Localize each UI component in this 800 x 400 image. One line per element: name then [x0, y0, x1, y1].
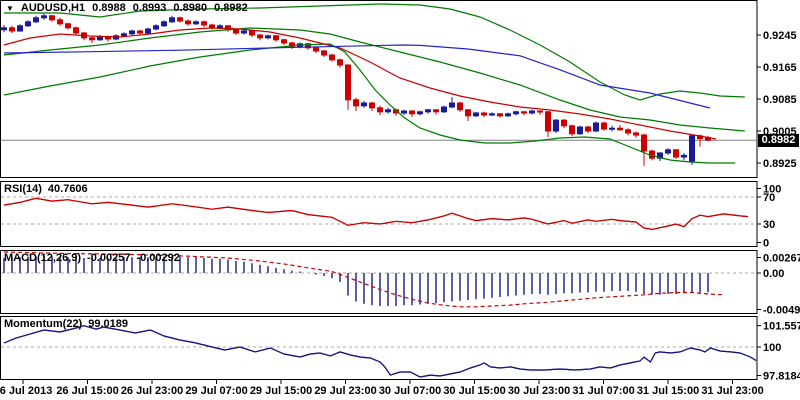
momentum-indicator-label: Momentum(22) 99.0189	[4, 318, 128, 330]
main-axis-label: 0.9165	[763, 62, 797, 74]
macd-name: MACD(12,26,9)	[4, 252, 82, 264]
time-axis-label: 26 Jul 2013	[0, 385, 52, 397]
macd-value: -0.00257	[87, 252, 131, 264]
macd-histogram	[3, 255, 709, 306]
time-axis-label: 26 Jul 23:00	[121, 385, 183, 397]
momentum-line	[3, 325, 757, 378]
overlay-ma-lines	[3, 3, 745, 164]
time-axis-label: 30 Jul 07:00	[379, 385, 441, 397]
momentum-axis-label: 97.8184	[763, 371, 800, 383]
rsi-name: RSI(14)	[4, 183, 42, 195]
time-axis-label: 29 Jul 23:00	[314, 385, 376, 397]
chart-title-bar: ▼ AUDUSD,H1 0.8988 0.8993 0.8980 0.8982	[6, 2, 248, 14]
macd-axis-label: -0.0049	[763, 305, 800, 317]
time-axis-label: 30 Jul 15:00	[443, 385, 505, 397]
macd-axis-label: 0.00267	[763, 253, 800, 265]
rsi-axis-label: 0	[763, 238, 769, 250]
time-axis-label: 31 Jul 07:00	[572, 385, 634, 397]
rsi-axis-label: 70	[763, 192, 775, 204]
time-axis-label: 29 Jul 07:00	[185, 385, 247, 397]
time-axis-label: 26 Jul 15:00	[56, 385, 118, 397]
time-axis-label: 31 Jul 23:00	[701, 385, 763, 397]
main-axis-label: 0.9085	[763, 94, 797, 106]
momentum-name: Momentum(22)	[4, 318, 83, 330]
rsi-axis-label: 30	[763, 219, 775, 231]
macd-indicator-label: MACD(12,26,9) -0.00257 -0.00292	[4, 252, 180, 264]
rsi-axis-label: 100	[763, 184, 781, 196]
rsi-value: 40.7606	[47, 183, 88, 195]
ohlc-low: 0.8980	[173, 2, 208, 14]
macd-axis-label: 0.00	[763, 268, 784, 280]
main-axis-label: 0.9245	[763, 30, 797, 42]
current-price-tag: 0.8982	[758, 134, 799, 147]
time-axis-label: 31 Jul 15:00	[637, 385, 699, 397]
panel-frames	[0, 0, 758, 380]
momentum-axis-label: 100	[763, 342, 781, 354]
candles-layer	[1, 13, 711, 166]
rsi-line	[3, 197, 749, 231]
chart-menu-icon[interactable]: ▼	[6, 3, 14, 13]
momentum-value: 99.0189	[88, 318, 128, 330]
momentum-axis-label: 101.5573	[763, 321, 800, 333]
macd-signal-line	[3, 251, 725, 308]
y-axis-labels: 0.92450.91650.90850.90050.8925100703000.…	[757, 30, 800, 383]
time-axis-label: 30 Jul 23:00	[508, 385, 570, 397]
rsi-indicator-label: RSI(14) 40.7606	[4, 183, 88, 195]
symbol-timeframe: AUDUSD,H1	[20, 2, 86, 14]
time-axis-label: 29 Jul 15:00	[250, 385, 312, 397]
main-axis-label: 0.8925	[763, 158, 797, 170]
ohlc-high: 0.8993	[132, 2, 167, 14]
ohlc-close: 0.8982	[214, 2, 248, 14]
macd-signal-value: -0.00292	[136, 252, 180, 264]
ohlc-open: 0.8988	[92, 2, 126, 14]
